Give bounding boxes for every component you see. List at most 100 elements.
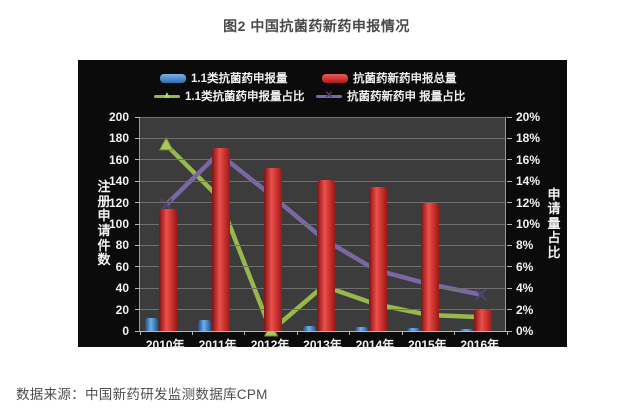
x-axis-tick — [506, 331, 508, 335]
y-axis-tick-label-right: 10% — [516, 217, 541, 231]
axis-tick — [135, 330, 140, 332]
x-axis-tick — [296, 331, 298, 335]
red-bar — [421, 202, 440, 331]
axis-tick — [507, 309, 512, 311]
x-marker-icon — [474, 288, 488, 301]
x-axis-tick — [139, 331, 141, 335]
x-axis-line — [135, 331, 512, 332]
y-axis-tick-label-right: 20% — [516, 110, 541, 124]
y-axis-tick-label-right: 0% — [516, 324, 534, 338]
x-axis-tick-label: 2016年 — [460, 338, 500, 352]
axis-title-char: 请 — [547, 201, 561, 217]
x-axis-tick — [401, 331, 403, 335]
axis-tick — [135, 180, 140, 182]
axis-title-char: 册 — [97, 193, 111, 209]
x-axis-tick — [191, 331, 193, 335]
axis-tick — [135, 223, 140, 225]
axis-tick — [135, 116, 140, 118]
x-axis-tick — [454, 331, 456, 335]
axis-title-char: 数 — [97, 252, 111, 268]
y-axis-title-left: 注册申请件数 — [96, 180, 112, 268]
chart-title: 图2 中国抗菌药新药申报情况 — [223, 18, 410, 34]
axis-tick — [135, 266, 140, 268]
y-axis-tick-label-right: 14% — [516, 174, 541, 189]
axis-title-char: 请 — [97, 222, 111, 238]
axis-tick — [507, 159, 512, 161]
y-axis-tick-label-left: 180 — [108, 131, 129, 146]
axis-tick — [135, 309, 140, 311]
y-axis-tick-label-left: 160 — [108, 152, 129, 167]
legend-item-blue-bar: 1.1类抗菌药申报量 — [160, 71, 288, 85]
y-axis-tick-label-left: 120 — [108, 195, 129, 210]
y-axis-tick-label-right: 18% — [516, 131, 541, 146]
y-axis-tick-label-right: 8% — [516, 238, 534, 253]
axis-title-char: 占 — [547, 230, 561, 246]
red-bar — [473, 308, 492, 331]
x-axis-tick — [349, 331, 351, 335]
legend-item-green-line: ▲ 1.1类抗菌药申报量占比 — [154, 89, 305, 103]
axis-tick — [507, 287, 512, 289]
green-line-swatch-icon: ▲ — [154, 90, 180, 102]
triangle-marker-icon — [158, 136, 174, 151]
y-axis-tick-label-left: 140 — [108, 174, 129, 189]
legend-label: 1.1类抗菌药申报量 — [191, 73, 288, 85]
red-bar — [159, 209, 178, 331]
blue-bar — [145, 318, 159, 331]
legend-item-purple-line: ✕ 抗菌药新药申 报量占比 — [316, 89, 465, 103]
axis-tick — [507, 330, 512, 332]
y-axis-tick-label-left: 20 — [115, 302, 129, 317]
blue-bar — [407, 327, 421, 331]
axis-tick — [507, 244, 512, 246]
x-marker-icon — [159, 198, 173, 212]
red-bar — [211, 148, 230, 331]
gridline — [140, 137, 505, 139]
y-axis-tick-label-right: 2% — [516, 302, 534, 317]
axis-tick — [135, 287, 140, 289]
axis-title-char: 件 — [97, 237, 111, 253]
y-axis-tick-label-left: 100 — [108, 217, 129, 231]
purple-line-swatch-icon: ✕ — [316, 90, 342, 102]
y-axis-title-right: 申请量占比 — [546, 186, 562, 261]
axis-tick — [507, 137, 512, 139]
axis-title-char: 量 — [547, 215, 561, 231]
axis-tick — [507, 223, 512, 225]
y-axis-tick-label-left: 200 — [108, 110, 129, 124]
gridline — [140, 116, 505, 118]
x-axis-tick — [244, 331, 246, 335]
legend-row-2: ▲ 1.1类抗菌药申报量占比 ✕ 抗菌药新药申 报量占比 — [78, 89, 567, 103]
red-bar — [368, 186, 387, 331]
blue-bar — [354, 326, 368, 331]
plot-area — [135, 116, 512, 337]
axis-tick — [135, 159, 140, 161]
axis-tick — [135, 137, 140, 139]
axis-tick — [507, 116, 512, 118]
x-axis-tick-label: 2011年 — [198, 338, 237, 352]
blue-bar — [197, 320, 211, 331]
blue-bar — [459, 328, 473, 331]
x-axis-tick-label: 2014年 — [355, 338, 395, 352]
legend-label: 1.1类抗菌药申报量占比 — [185, 91, 305, 103]
axis-tick — [135, 244, 140, 246]
y-axis-tick-label-left: 60 — [115, 259, 129, 274]
legend-item-red-bar: 抗菌药新药申报总量 — [322, 71, 457, 85]
y-axis-tick-label-left: 40 — [115, 281, 129, 296]
x-axis-tick-label: 2012年 — [250, 338, 290, 352]
gridline — [140, 159, 505, 161]
legend-label: 抗菌药新药申 报量占比 — [347, 91, 466, 103]
axis-title-char: 比 — [547, 244, 561, 260]
y-axis-tick-label-right: 6% — [516, 259, 534, 274]
red-bar — [316, 180, 335, 331]
chart-panel: 1.1类抗菌药申报量 抗菌药新药申报总量 ▲ 1.1类抗菌药申报量占比 ✕ — [78, 60, 567, 352]
x-axis-tick-label: 2010年 — [145, 338, 185, 352]
axis-title-char: 申 — [547, 186, 561, 202]
legend-row-1: 1.1类抗菌药申报量 抗菌药新药申报总量 — [78, 71, 567, 85]
legend-label: 抗菌药新药申报总量 — [353, 73, 457, 85]
y-axis-tick-label-right: 16% — [516, 152, 541, 167]
x-axis-tick-label: 2013年 — [303, 338, 342, 352]
axis-tick — [507, 266, 512, 268]
red-bar — [264, 168, 283, 331]
blue-bar-swatch-icon — [160, 73, 186, 83]
red-bar-swatch-icon — [322, 73, 348, 83]
y-axis-tick-label-left: 80 — [115, 238, 129, 253]
